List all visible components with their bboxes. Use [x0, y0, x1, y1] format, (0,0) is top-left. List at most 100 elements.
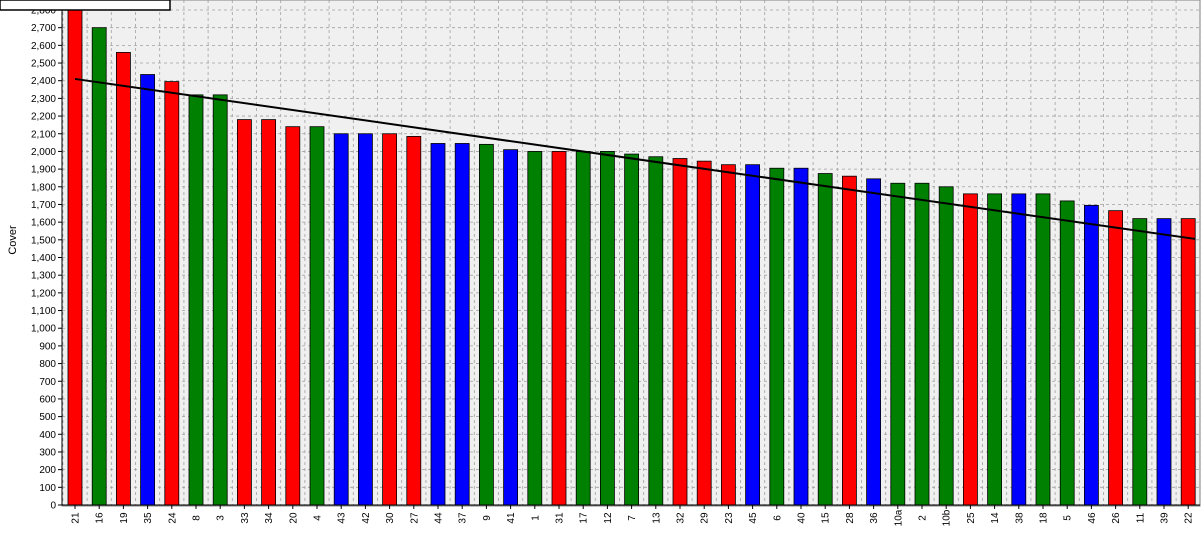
bar [164, 81, 180, 506]
bar [527, 151, 543, 506]
bars [67, 0, 1196, 506]
x-tick-label: 27 [409, 512, 420, 524]
x-tick-label: 37 [458, 512, 469, 524]
bar [478, 143, 494, 506]
bar [1156, 218, 1172, 506]
bar [914, 182, 930, 506]
y-tick-label: 2,400 [31, 76, 56, 87]
bar [793, 167, 809, 506]
y-tick-label: 1,200 [31, 288, 56, 299]
trendline [74, 77, 1196, 240]
x-tick-label: 19 [119, 512, 130, 524]
trend-line [74, 77, 1196, 240]
bar [672, 158, 688, 506]
y-tick-label: 600 [39, 394, 56, 405]
x-tick-label: 21 [71, 512, 82, 524]
y-tick-label: 2,300 [31, 94, 56, 105]
x-tick-label: 24 [167, 512, 178, 524]
x-tick-label: 10a [893, 509, 904, 526]
bar [91, 27, 107, 506]
bar [188, 94, 204, 506]
x-tick-label: 4 [313, 515, 324, 521]
x-tick-label: 25 [966, 512, 977, 524]
x-tick-label: 45 [748, 512, 759, 524]
y-tick-label: 1,700 [31, 200, 56, 211]
bar [406, 136, 422, 506]
bar [866, 178, 881, 506]
bar [1084, 204, 1099, 506]
y-tick-label: 1,800 [31, 182, 56, 193]
bar [333, 133, 349, 506]
bar [285, 126, 301, 506]
x-tick-label: 35 [143, 512, 154, 524]
bar [817, 173, 833, 506]
x-tick-label: 13 [651, 512, 662, 524]
bar [987, 193, 1002, 506]
x-tick-label: 12 [603, 512, 614, 524]
bar [357, 133, 373, 506]
bar [67, 0, 83, 506]
bar [696, 160, 712, 506]
bar [963, 193, 978, 506]
bar [842, 175, 857, 506]
x-axis: 21 16 19 35 24 8 3 33 34 20 4 43 42 30 27 44 37 9 41 1 31 17 1… [61, 0, 1200, 526]
y-tick-label: 400 [39, 430, 56, 441]
bar [1035, 193, 1051, 506]
y-tick-label: 700 [39, 377, 56, 388]
x-tick-label: 1 [530, 515, 541, 521]
bar [600, 151, 615, 506]
y-tick-label: 1,400 [31, 253, 56, 264]
bar [1059, 200, 1075, 506]
bar [236, 119, 252, 506]
x-tick-label: 20 [288, 512, 299, 524]
y-tick-label: 2,200 [31, 112, 56, 123]
x-tick-label: 33 [240, 512, 251, 524]
bar [382, 133, 398, 506]
bar [454, 143, 470, 506]
bar [261, 119, 277, 506]
legend-box [0, 0, 171, 11]
y-tick-label: 1,000 [31, 324, 56, 335]
x-tick-label: 7 [627, 515, 638, 521]
x-tick-label: 29 [700, 512, 711, 524]
x-tick-label: 18 [1039, 512, 1050, 524]
bar [116, 52, 131, 506]
x-tick-label: 26 [1111, 512, 1122, 524]
bar [648, 156, 664, 506]
x-tick-label: 6 [772, 515, 783, 521]
x-tick-label: 17 [579, 512, 590, 524]
x-tick-label: 15 [821, 512, 832, 524]
bar [624, 153, 639, 506]
y-tick-label: 2,100 [31, 129, 56, 140]
bar [140, 74, 156, 506]
bar [309, 126, 325, 506]
x-tick-label: 11 [1135, 512, 1146, 523]
bar [503, 149, 519, 506]
x-tick-label: 34 [264, 512, 275, 524]
x-tick-label: 8 [192, 515, 203, 521]
y-axis: 0 100 200 300 400 500 600 700 800 900 1,000 1,100 1,… [31, 6, 62, 512]
x-tick-label: 23 [724, 512, 735, 524]
x-tick-label: 46 [1087, 512, 1098, 524]
bar [575, 151, 591, 506]
x-tick-label: 2 [918, 515, 929, 521]
x-tick-label: 40 [797, 512, 808, 524]
x-tick-label: 3 [216, 515, 227, 521]
x-tick-label: 38 [1014, 512, 1025, 524]
x-tick-label: 32 [676, 512, 687, 524]
x-tick-label: 16 [95, 512, 106, 524]
x-tick-label: 36 [869, 512, 880, 524]
y-tick-label: 2,600 [31, 41, 56, 52]
bar [938, 186, 954, 506]
y-tick-label: 800 [39, 359, 56, 370]
bar [430, 143, 446, 506]
x-tick-label: 39 [1160, 512, 1171, 524]
x-tick-label: 31 [555, 512, 566, 524]
x-tick-label: 30 [385, 512, 396, 524]
y-tick-label: 900 [39, 341, 56, 352]
y-tick-label: 2,700 [31, 23, 56, 34]
bar [1132, 218, 1148, 506]
y-tick-label: 0 [50, 501, 56, 512]
